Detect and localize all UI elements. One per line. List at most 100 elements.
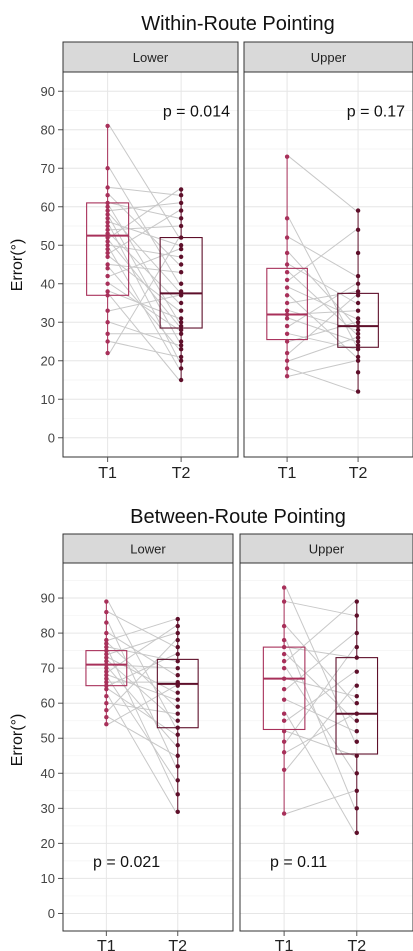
data-point [104,658,109,664]
data-point [105,204,110,209]
data-point [105,166,110,171]
panel-border [243,71,413,458]
facet-strip-label: Upper [309,542,345,557]
data-point [284,373,290,379]
paired-line [286,601,355,617]
data-point [105,246,110,252]
x-tick-label: T1 [97,938,116,951]
facet-upper: Upper T1 T2 p = 0.11 [239,533,413,951]
paired-line [107,622,177,767]
facet-strip-label: Lower [130,542,166,557]
facet-lower: Lower T1 T2 p = 0.014 [62,41,239,482]
paired-line [288,156,357,211]
facet-lower: Lower T1 T2 p = 0.021 [62,533,234,951]
paired-line [107,678,177,781]
y-tick-label: 10 [41,871,55,886]
data-point [178,377,184,383]
data-point [104,700,109,706]
paired-line [109,248,180,277]
data-point [175,809,180,815]
paired-line [285,646,356,743]
y-tick-label: 80 [41,626,55,641]
data-point [281,676,287,681]
data-point [281,599,287,604]
data-point [284,358,290,363]
data-point [355,370,361,375]
data-point [284,323,290,329]
data-point [355,335,361,340]
data-point [104,644,109,650]
data-point [178,243,184,248]
data-point [284,300,290,306]
data-point [281,718,287,723]
y-tick-label: 30 [41,801,55,816]
data-point [175,651,180,657]
data-point [178,293,184,298]
data-point [355,343,361,348]
data-point [105,350,110,356]
paired-line [109,341,180,358]
data-point [178,308,184,313]
data-point [104,672,109,678]
paired-line [109,202,180,212]
data-point [105,219,110,225]
paired-line [107,601,177,728]
paired-line [288,360,357,377]
y-tick-label: 50 [41,731,55,746]
data-point [284,308,290,313]
data-point [175,743,180,748]
paired-line [285,685,356,771]
p-value-label: p = 0.17 [347,104,405,121]
data-point [105,243,110,248]
data-point [355,227,361,233]
y-tick-label: 30 [41,315,55,330]
data-point [105,339,110,344]
data-point [175,711,180,716]
paired-line [108,646,176,662]
data-point [284,331,290,336]
data-point [175,644,180,650]
y-tick-label: 90 [41,591,55,606]
data-point [281,811,287,816]
chart-title: Within-Route Pointing [141,13,334,35]
data-point [178,320,184,325]
data-point [355,250,361,256]
data-point [284,350,290,356]
data-point [104,669,109,674]
data-point [281,665,287,671]
paired-line [109,294,180,381]
data-point [104,693,109,699]
paired-line [285,790,355,815]
data-point [284,285,290,290]
paired-line [285,713,356,753]
data-point [355,293,361,298]
y-tick-label: 20 [41,836,55,851]
data-point [105,193,110,198]
data-point [104,708,109,713]
data-point [105,235,110,240]
data-point [105,227,110,233]
paired-line [108,674,176,701]
paired-line [109,214,180,292]
data-point [284,235,290,240]
data-point [104,686,109,692]
data-point [104,630,109,636]
facet-strip [62,533,234,564]
data-point [281,623,287,629]
facet-upper: Upper T1 T2 p = 0.17 [243,41,413,482]
data-point [178,289,184,294]
data-point [178,246,184,252]
data-point [105,212,110,217]
y-tick-label: 40 [41,276,55,291]
paired-line [288,283,357,327]
paired-line [109,210,180,254]
paired-line [109,244,180,258]
data-point [175,792,180,797]
data-point [175,665,180,671]
data-point [175,764,180,769]
data-point [178,223,184,229]
data-point [284,250,290,256]
paired-line [109,189,180,238]
data-point [284,316,290,321]
chart-2: Between-Route Pointing Error(°) 0 10 20 30 40 5… [9,506,413,951]
